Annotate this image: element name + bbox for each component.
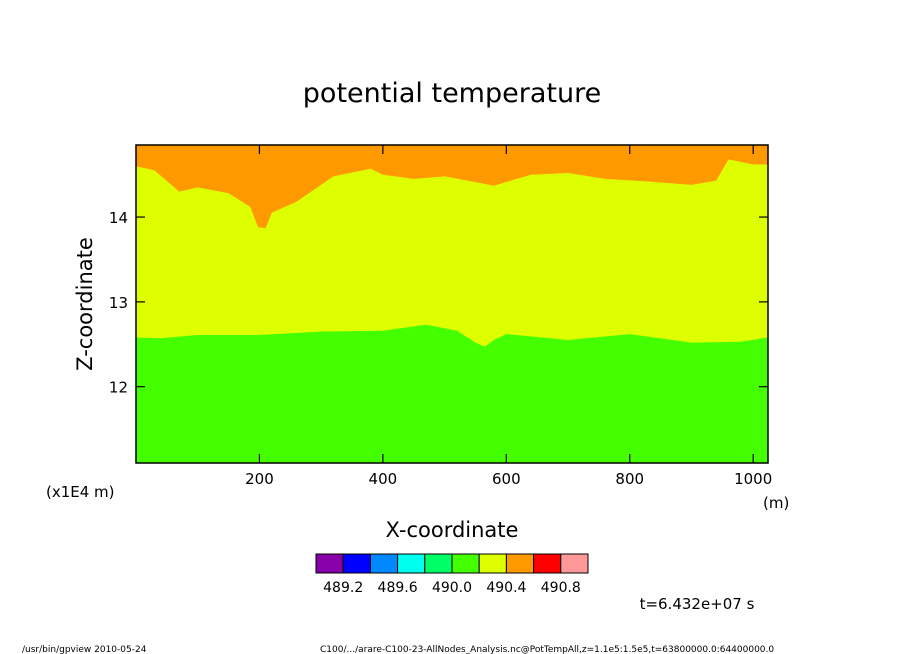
- y-tick-label: 13: [109, 294, 128, 312]
- colorbar-swatch: [560, 553, 589, 574]
- chart-title: potential temperature: [303, 78, 601, 109]
- colorbar-swatch: [342, 553, 371, 574]
- colorbar-label: 489.2: [323, 580, 363, 596]
- x-axis-label: X-coordinate: [386, 518, 519, 542]
- colorbar-label: 490.0: [432, 580, 472, 596]
- x-tick-label: 200: [245, 470, 274, 488]
- colorbar-label: 490.4: [486, 580, 526, 596]
- colorbar-swatch: [478, 553, 507, 574]
- colorbar-swatch: [369, 553, 399, 574]
- contour-layer-0: [136, 324, 768, 463]
- y-axis-unit: (x1E4 m): [46, 483, 115, 501]
- plot-area: [136, 145, 768, 463]
- x-tick-label: 800: [615, 470, 644, 488]
- colorbar-label: 490.8: [541, 580, 581, 596]
- colorbar-swatch: [315, 553, 344, 574]
- colorbar-swatch: [451, 553, 480, 574]
- y-tick-label: 14: [109, 209, 128, 227]
- colorbar-swatch: [505, 553, 535, 574]
- footer-right: C100/.../arare-C100-23-AllNodes_Analysis…: [320, 645, 774, 654]
- x-tick-label: 1000: [734, 470, 772, 488]
- colorbar-swatch: [424, 553, 453, 574]
- x-tick-label: 400: [369, 470, 398, 488]
- colorbar: 489.2 489.6 490.0 490.4 490.8: [315, 553, 589, 596]
- y-axis: 12 13 14: [109, 209, 768, 397]
- y-axis-label: Z-coordinate: [73, 237, 97, 371]
- colorbar-swatch: [533, 553, 562, 574]
- colorbar-label: 489.6: [378, 580, 418, 596]
- plot-frame: [135, 144, 769, 464]
- colorbar-swatch: [397, 553, 426, 574]
- x-axis-unit: (m): [763, 494, 789, 512]
- x-axis: 200 400 600 800 1000: [245, 145, 772, 488]
- x-tick-label: 600: [492, 470, 521, 488]
- y-tick-label: 12: [109, 379, 128, 397]
- footer-left: /usr/bin/gpview 2010-05-24: [22, 645, 147, 654]
- time-annotation: t=6.432e+07 s: [640, 595, 755, 613]
